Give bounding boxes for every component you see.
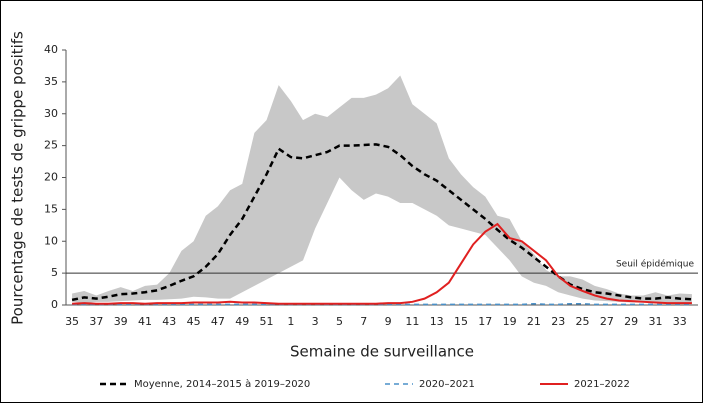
x-tick-label: 1	[287, 315, 294, 328]
x-axis-title: Semaine de surveillance	[290, 343, 474, 361]
x-tick-label: 37	[89, 315, 103, 328]
y-tick-label: 35	[44, 75, 58, 88]
x-tick-label: 21	[527, 315, 541, 328]
y-tick-label: 40	[44, 43, 58, 56]
threshold-label: Seuil épidémique	[616, 259, 695, 270]
y-tick-label: 15	[44, 202, 58, 215]
series-line	[72, 222, 692, 305]
x-tick-label: 47	[211, 315, 225, 328]
x-tick-label: 11	[405, 315, 419, 328]
x-tick-label: 17	[478, 315, 492, 328]
x-tick-label: 29	[624, 315, 638, 328]
x-tick-label: 5	[336, 315, 343, 328]
y-tick-label: 25	[44, 139, 58, 152]
x-tick-label: 31	[648, 315, 662, 328]
y-tick-label: 0	[51, 298, 58, 311]
legend-label: 2021–2022	[574, 379, 630, 390]
x-tick-label: 25	[576, 315, 590, 328]
x-tick-label: 13	[430, 315, 444, 328]
x-tick-label: 3	[312, 315, 319, 328]
series-line	[71, 143, 692, 302]
x-tick-label: 23	[551, 315, 565, 328]
x-tick-label: 33	[673, 315, 687, 328]
x-tick-label: 27	[600, 315, 614, 328]
range-band	[72, 75, 692, 304]
x-tick-label: 7	[360, 315, 367, 328]
x-tick-label: 49	[235, 315, 249, 328]
legend-label: 2020–2021	[419, 379, 475, 390]
x-tick-label: 9	[385, 315, 392, 328]
x-tick-label: 41	[138, 315, 152, 328]
x-tick-label: 35	[65, 315, 79, 328]
x-tick-label: 15	[454, 315, 468, 328]
x-tick-label: 43	[162, 315, 176, 328]
y-tick-label: 10	[44, 234, 58, 247]
y-tick-label: 30	[44, 107, 58, 120]
y-tick-label: 20	[44, 171, 58, 184]
x-tick-label: 39	[114, 315, 128, 328]
y-tick-label: 5	[51, 266, 58, 279]
x-tick-label: 51	[260, 315, 274, 328]
legend-label: Moyenne, 2014–2015 à 2019–2020	[134, 378, 310, 390]
x-tick-label: 19	[503, 315, 517, 328]
y-axis-title: Pourcentage de tests de grippe positifs	[9, 31, 27, 325]
x-tick-label: 45	[187, 315, 201, 328]
